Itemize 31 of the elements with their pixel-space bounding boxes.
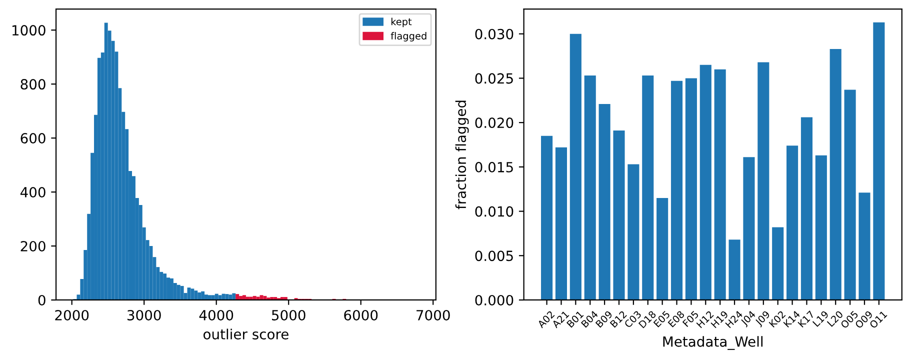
- y-tick-label: 0: [38, 294, 46, 306]
- y-axis-title: fraction flagged: [455, 100, 469, 210]
- y-tick-label: 200: [20, 240, 46, 252]
- x-tick-label: K14: [783, 310, 800, 328]
- x-axis-title: Metadata_Well: [663, 336, 762, 350]
- y-tick-label: 0.020: [475, 118, 514, 128]
- y-tick-label: 1000: [12, 25, 46, 36]
- x-tick-label: E08: [668, 310, 685, 328]
- x-tick-label: 5000: [272, 310, 306, 320]
- y-tick-label: 600: [20, 133, 46, 144]
- x-tick-label: 7000: [416, 310, 450, 320]
- y-tick-label: 0.010: [475, 206, 514, 217]
- x-axis-title: outlier score: [204, 328, 288, 340]
- y-tick-label: 0.015: [475, 162, 513, 172]
- y-tick-label: 400: [20, 186, 46, 198]
- legend-label: kept: [391, 18, 412, 28]
- y-tick-label: 0.030: [475, 28, 514, 40]
- x-tick-label: 4000: [199, 310, 234, 320]
- x-tick-label: F05: [682, 310, 699, 328]
- x-tick-label: 2000: [55, 310, 89, 320]
- x-tick-label: 3000: [127, 310, 161, 320]
- x-tick-label: K02: [768, 310, 786, 328]
- y-tick-label: 0.025: [475, 73, 513, 84]
- x-tick-label: 6000: [344, 310, 378, 320]
- y-tick-label: 0.005: [475, 250, 513, 262]
- x-tick-label: L19: [812, 310, 829, 327]
- y-tick-label: 800: [20, 79, 46, 90]
- legend-label: flagged: [390, 32, 426, 42]
- y-tick-label: 0.000: [475, 294, 514, 306]
- x-tick-label: C03: [624, 310, 642, 328]
- x-tick-label: E05: [653, 310, 670, 328]
